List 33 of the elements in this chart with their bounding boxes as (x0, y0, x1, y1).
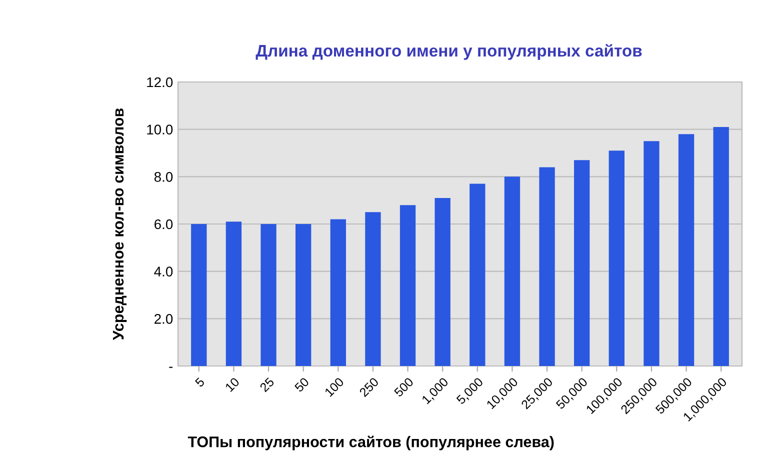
bar (400, 205, 416, 366)
x-tick-label: 10 (224, 376, 240, 392)
bar (470, 184, 486, 366)
x-tick-label: 100 (324, 376, 344, 397)
x-tick-label: 500 (394, 376, 414, 398)
bar (226, 222, 242, 366)
x-tick-label: 250 (358, 376, 380, 398)
bar (191, 224, 207, 366)
y-tick-label: 6.0 (154, 219, 173, 230)
bar (260, 224, 276, 366)
bar (504, 176, 520, 366)
bar (713, 126, 729, 366)
y-tick-label: - (169, 366, 173, 368)
x-tick-label: 50 (294, 376, 310, 392)
bar (644, 141, 660, 366)
y-tick-label: 12.0 (147, 77, 173, 88)
y-axis-title: Усредненное кол-во символов (112, 108, 127, 340)
x-tick-label: 5 (194, 377, 206, 388)
y-tick-label: 10.0 (147, 124, 173, 135)
bar (365, 212, 381, 366)
x-tick-label: 25 (259, 377, 275, 392)
chart-title: Длина доменного имени у популярных сайтов (256, 44, 642, 60)
bar (678, 134, 694, 366)
bar (434, 198, 450, 366)
bar (574, 160, 590, 366)
y-tick-label: 2.0 (154, 314, 173, 324)
bar (296, 224, 312, 366)
y-tick-label: 8.0 (154, 172, 173, 182)
bar (330, 219, 346, 366)
y-tick-label: 4.0 (154, 266, 173, 277)
x-axis-title: ТОПы популярности сайтов (популярнее слева) (188, 436, 554, 450)
bar (539, 167, 555, 366)
bar (608, 150, 624, 366)
